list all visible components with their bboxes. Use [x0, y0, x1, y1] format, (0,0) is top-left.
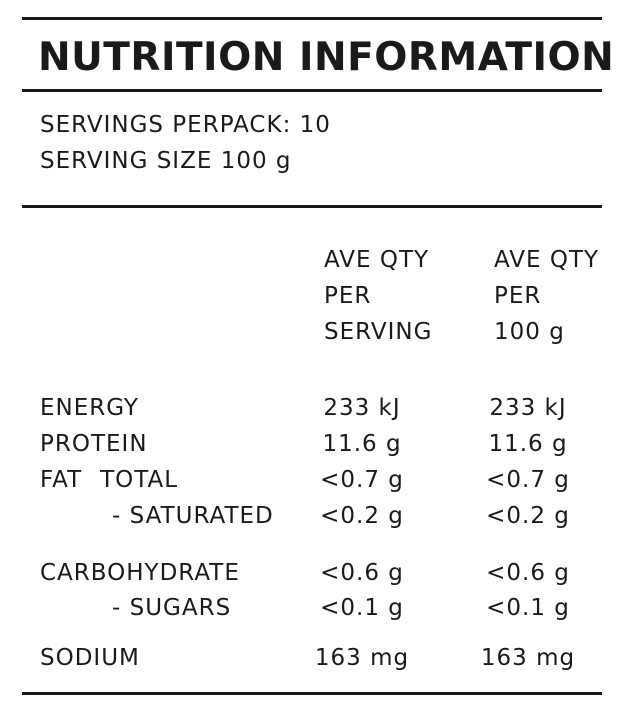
value-per-serving: <0.1 g [320, 595, 404, 621]
panel-title: NUTRITION INFORMATION [38, 35, 615, 80]
value-per-100g: 11.6 g [488, 431, 568, 457]
value-per-serving: <0.2 g [320, 503, 404, 529]
column-header-per-serving: AVE QTY PER SERVING [324, 242, 432, 350]
value-per-serving: 163 mg [314, 645, 410, 671]
column-header-line: SERVING [324, 319, 433, 345]
value-per-serving: 11.6 g [322, 431, 402, 457]
column-header-line: AVE QTY [324, 247, 430, 273]
nutrient-row-sugars: - SUGARS <0.1 g <0.1 g [0, 590, 640, 626]
nutrient-name: ENERGY [40, 395, 139, 421]
value-per-serving: <0.7 g [320, 467, 404, 493]
value-per-100g: 233 kJ [489, 395, 567, 421]
bottom-rule [22, 692, 602, 695]
nutrient-name: - SUGARS [112, 595, 232, 621]
servings-block: SERVINGS PERPACK: 10 SERVING SIZE 100 g [40, 108, 331, 180]
nutrient-name: - SATURATED [112, 503, 274, 529]
value-per-100g: 163 mg [480, 645, 576, 671]
section-rule [22, 205, 602, 208]
value-per-serving: <0.6 g [320, 560, 404, 586]
top-rule [22, 17, 602, 20]
nutrient-name: FAT TOTAL [40, 462, 178, 498]
servings-per-pack: SERVINGS PERPACK: 10 [40, 112, 331, 138]
title-rule [22, 89, 602, 92]
nutrient-row-sodium: SODIUM 163 mg 163 mg [0, 640, 640, 676]
nutrient-row-protein: PROTEIN 11.6 g 11.6 g [0, 426, 640, 462]
nutrient-name: PROTEIN [40, 431, 148, 457]
nutrient-name-qualifier: TOTAL [100, 467, 179, 493]
column-header-per-100g: AVE QTY PER 100 g [494, 242, 599, 350]
value-per-100g: <0.2 g [486, 503, 570, 529]
nutrient-row-fat-total: FAT TOTAL <0.7 g <0.7 g [0, 462, 640, 498]
nutrient-name-main: FAT [40, 467, 83, 493]
nutrient-row-energy: ENERGY 233 kJ 233 kJ [0, 390, 640, 426]
value-per-100g: <0.6 g [486, 560, 570, 586]
value-per-100g: <0.7 g [486, 467, 570, 493]
column-header-line: PER [324, 283, 372, 309]
nutrient-name: CARBOHYDRATE [40, 560, 240, 586]
value-per-serving: 233 kJ [323, 395, 401, 421]
nutrient-name: SODIUM [40, 645, 140, 671]
column-header-line: PER [494, 283, 542, 309]
nutrient-row-carbohydrate: CARBOHYDRATE <0.6 g <0.6 g [0, 555, 640, 591]
value-per-100g: <0.1 g [486, 595, 570, 621]
nutrient-row-saturated: - SATURATED <0.2 g <0.2 g [0, 498, 640, 534]
column-header-line: AVE QTY [494, 247, 600, 273]
serving-size: SERVING SIZE 100 g [40, 148, 292, 174]
column-header-line: 100 g [494, 319, 565, 345]
